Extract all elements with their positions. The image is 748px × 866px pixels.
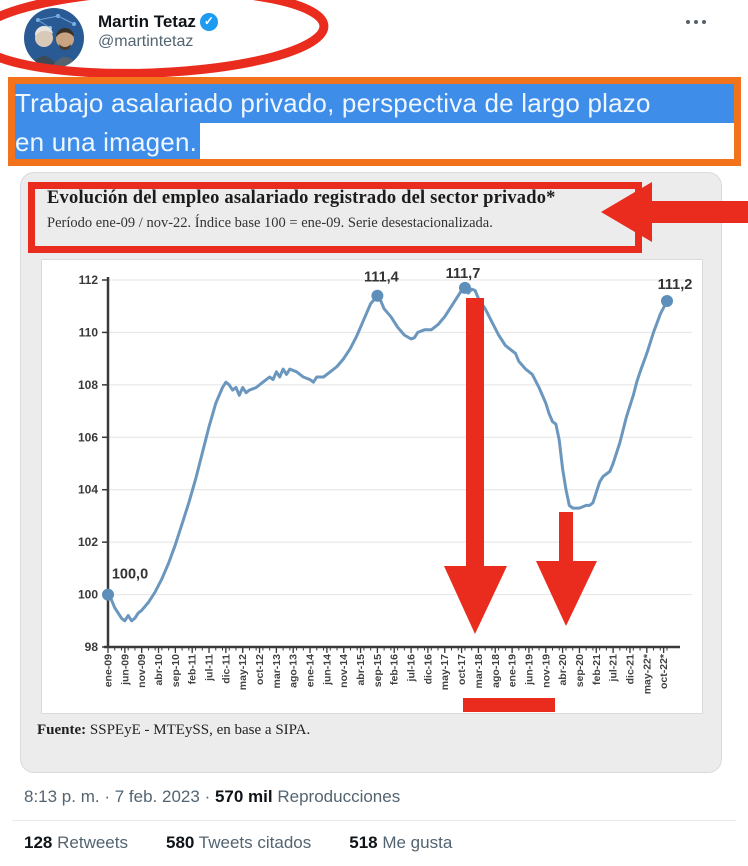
svg-text:106: 106 bbox=[78, 430, 98, 444]
svg-text:ago-13: ago-13 bbox=[288, 654, 300, 688]
svg-text:110: 110 bbox=[79, 325, 99, 339]
author-block[interactable]: Martin Tetaz ✓ @martintetaz bbox=[98, 11, 218, 52]
svg-text:100,0: 100,0 bbox=[112, 567, 148, 583]
svg-text:jun-14: jun-14 bbox=[321, 654, 333, 686]
svg-text:nov-19: nov-19 bbox=[540, 654, 552, 688]
retweets-link[interactable]: 128 Retweets bbox=[24, 833, 128, 852]
date: 7 feb. 2023 bbox=[114, 787, 200, 806]
svg-text:ene-14: ene-14 bbox=[305, 654, 317, 687]
svg-text:feb-16: feb-16 bbox=[389, 654, 401, 685]
svg-text:dic-11: dic-11 bbox=[220, 654, 232, 684]
svg-text:oct-12: oct-12 bbox=[254, 654, 266, 685]
avatar[interactable] bbox=[24, 8, 84, 68]
svg-text:dic-21: dic-21 bbox=[624, 654, 636, 685]
quote-tweets-link[interactable]: 580 Tweets citados bbox=[165, 833, 312, 852]
svg-text:jul-16: jul-16 bbox=[406, 654, 418, 683]
svg-text:102: 102 bbox=[78, 535, 98, 549]
svg-text:111,2: 111,2 bbox=[658, 277, 693, 293]
author-name: Martin Tetaz bbox=[98, 12, 196, 31]
svg-text:100: 100 bbox=[78, 588, 98, 602]
svg-text:oct-17: oct-17 bbox=[456, 654, 468, 685]
svg-text:may-12: may-12 bbox=[237, 654, 249, 690]
tweet-meta: 8:13 p. m. · 7 feb. 2023 · 570 mil Repro… bbox=[24, 787, 400, 807]
svg-text:dic-16: dic-16 bbox=[422, 654, 434, 685]
svg-text:abr-20: abr-20 bbox=[557, 654, 569, 686]
svg-text:jun-19: jun-19 bbox=[523, 654, 535, 686]
svg-text:ene-09: ene-09 bbox=[103, 654, 115, 687]
chart-source-text: SSPEyE - MTEySS, en base a SIPA. bbox=[86, 722, 311, 738]
chart-source: Fuente: SSPEyE - MTEySS, en base a SIPA. bbox=[37, 722, 310, 739]
meta-separator2: · bbox=[204, 787, 211, 806]
svg-text:sep-15: sep-15 bbox=[372, 654, 384, 687]
likes-link[interactable]: 518 Me gusta bbox=[349, 833, 453, 852]
svg-text:112: 112 bbox=[79, 273, 99, 287]
svg-text:nov-09: nov-09 bbox=[136, 654, 148, 688]
svg-text:feb-11: feb-11 bbox=[187, 654, 199, 685]
views-count: 570 mil bbox=[214, 787, 273, 806]
svg-text:jul-21: jul-21 bbox=[608, 654, 620, 683]
svg-text:may-22*: may-22* bbox=[641, 653, 653, 694]
svg-text:abr-10: abr-10 bbox=[153, 654, 165, 686]
svg-text:104: 104 bbox=[78, 483, 98, 497]
svg-text:ago-18: ago-18 bbox=[490, 654, 502, 688]
views-label: Reproducciones bbox=[277, 787, 401, 806]
verified-badge-icon: ✓ bbox=[199, 12, 218, 31]
svg-text:may-17: may-17 bbox=[439, 654, 451, 690]
svg-text:abr-15: abr-15 bbox=[355, 654, 367, 686]
chart-source-label: Fuente: bbox=[37, 722, 87, 738]
svg-text:111,4: 111,4 bbox=[364, 270, 399, 286]
svg-text:111,7: 111,7 bbox=[446, 266, 481, 282]
chart-subtitle: Período ene-09 / nov-22. Índice base 100… bbox=[47, 215, 493, 231]
svg-text:ene-19: ene-19 bbox=[507, 654, 519, 687]
svg-text:nov-14: nov-14 bbox=[338, 654, 350, 688]
chart-title: Evolución del empleo asalariado registra… bbox=[47, 188, 556, 208]
author-handle: @martintetaz bbox=[98, 33, 194, 51]
svg-text:mar-18: mar-18 bbox=[473, 654, 485, 689]
svg-text:feb-21: feb-21 bbox=[591, 654, 603, 685]
chart-image-attachment[interactable]: Evolución del empleo asalariado registra… bbox=[20, 172, 722, 773]
meta-separator: · bbox=[104, 787, 111, 806]
engagement-stats: 128 Retweets 580 Tweets citados 518 Me g… bbox=[24, 833, 452, 853]
tweet-text[interactable]: Trabajo asalariado privado, perspectiva … bbox=[15, 84, 734, 162]
svg-text:jul-11: jul-11 bbox=[204, 654, 216, 682]
chart-plot-panel: 98 100 102 104 106 108 110 112 ene-09 jun-09 nov-0… bbox=[41, 259, 703, 714]
employment-line-chart: 98 100 102 104 106 108 110 112 ene-09 jun-09 nov-0… bbox=[78, 266, 693, 694]
timestamp: 8:13 p. m. bbox=[24, 787, 100, 806]
svg-text:oct-22*: oct-22* bbox=[658, 653, 670, 689]
divider bbox=[12, 820, 736, 821]
svg-text:jun-09: jun-09 bbox=[119, 654, 131, 686]
avatar-photo bbox=[24, 8, 84, 68]
tweet-text-line1: Trabajo asalariado privado, perspectiva … bbox=[15, 84, 734, 123]
svg-text:sep-20: sep-20 bbox=[574, 654, 586, 687]
more-icon[interactable] bbox=[682, 16, 710, 28]
tweet-text-line2: en una imagen. bbox=[15, 123, 201, 162]
svg-text:108: 108 bbox=[78, 378, 98, 392]
svg-text:sep-10: sep-10 bbox=[170, 654, 182, 687]
svg-text:98: 98 bbox=[85, 640, 99, 654]
svg-text:mar-13: mar-13 bbox=[271, 654, 283, 689]
